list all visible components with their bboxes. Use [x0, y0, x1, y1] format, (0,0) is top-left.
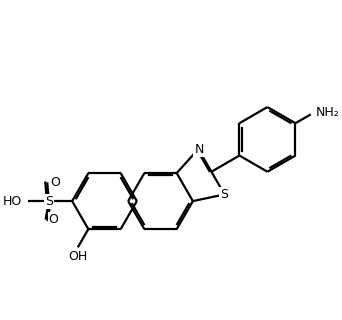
Text: HO: HO [3, 195, 22, 208]
Text: S: S [221, 188, 228, 201]
Text: O: O [50, 176, 60, 189]
Text: O: O [48, 213, 58, 226]
Text: S: S [45, 195, 53, 208]
Text: NH₂: NH₂ [316, 106, 340, 119]
Text: OH: OH [68, 250, 88, 263]
Text: N: N [194, 143, 204, 156]
